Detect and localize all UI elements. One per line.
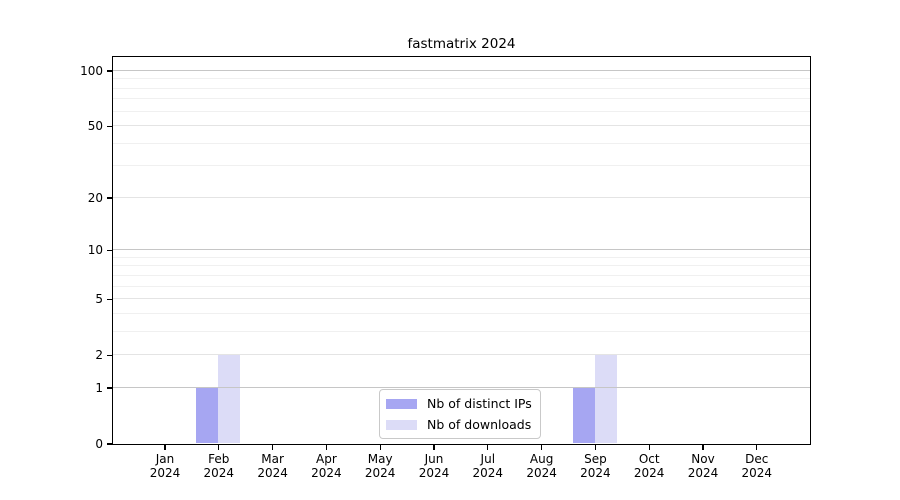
legend-swatch-distinct-ips: [386, 398, 417, 409]
legend-label-distinct-ips: Nb of distinct IPs: [427, 396, 532, 411]
legend-label-downloads: Nb of downloads: [427, 417, 532, 432]
y-gridline: [113, 125, 810, 127]
y-gridline: [113, 69, 810, 71]
x-tick: [594, 445, 597, 450]
x-tick: [541, 445, 543, 450]
y-gridline: [113, 196, 810, 198]
bar-downloads: [218, 354, 241, 443]
y-tick-label: 1: [95, 381, 103, 395]
y-gridline: [113, 87, 810, 89]
y-tick-label: 50: [87, 119, 103, 134]
y-tick: [107, 197, 112, 199]
y-tick: [107, 125, 112, 127]
y-tick-label: 0: [95, 437, 103, 452]
legend-swatch-downloads: [386, 419, 417, 430]
x-tick: [218, 445, 220, 450]
y-tick-label: 20: [87, 190, 103, 205]
y-gridline: [113, 387, 810, 388]
y-tick-label: 100: [80, 63, 103, 78]
x-tick: [487, 445, 489, 450]
y-gridline: [113, 98, 810, 100]
y-gridline: [113, 354, 810, 356]
x-tick: [379, 445, 381, 450]
x-tick: [756, 445, 758, 450]
y-gridline: [113, 274, 810, 276]
y-tick: [107, 249, 112, 251]
x-tick: [433, 445, 435, 450]
x-tick-label: Feb 2024: [203, 452, 235, 480]
x-tick: [325, 445, 328, 450]
y-tick: [107, 354, 112, 356]
x-tick-label: Nov 2024: [687, 452, 719, 480]
x-tick-label: Jun 2024: [418, 452, 450, 480]
x-tick: [702, 445, 704, 450]
x-tick-label: May 2024: [364, 452, 396, 480]
y-tick: [107, 298, 112, 300]
legend-item-distinct-ips: Nb of distinct IPs: [386, 395, 532, 412]
y-gridline: [113, 78, 810, 80]
y-tick-label: 2: [95, 348, 103, 363]
y-gridline: [113, 142, 810, 144]
y-gridline: [113, 256, 810, 258]
bar-distinct-ips: [196, 387, 219, 443]
y-tick: [107, 387, 112, 389]
y-gridline: [113, 298, 810, 300]
y-tick-label: 10: [87, 243, 103, 258]
x-tick: [272, 445, 274, 450]
y-gridline: [113, 165, 810, 167]
y-gridline: [113, 330, 810, 332]
x-tick-label: Dec 2024: [741, 452, 773, 480]
x-tick-label: Jul 2024: [472, 452, 504, 480]
legend: Nb of distinct IPs Nb of downloads: [379, 389, 541, 439]
x-tick-label: Aug 2024: [526, 452, 557, 480]
x-tick-label: Apr 2024: [311, 452, 342, 480]
x-tick-label: Oct 2024: [633, 452, 665, 480]
chart-title: fastmatrix 2024: [407, 36, 516, 52]
y-gridline: [113, 249, 810, 251]
y-tick: [107, 70, 112, 72]
x-tick: [164, 445, 166, 450]
bar-distinct-ips: [572, 387, 595, 443]
x-tick-label: Sep 2024: [580, 452, 611, 480]
y-gridline: [113, 312, 810, 314]
bar-downloads: [594, 354, 617, 443]
plot-area: [112, 56, 811, 445]
y-gridline: [113, 110, 810, 112]
legend-item-downloads: Nb of downloads: [386, 416, 532, 433]
y-gridline: [113, 285, 810, 287]
y-gridline: [113, 265, 810, 267]
y-tick-label: 5: [95, 292, 103, 307]
x-tick: [648, 445, 650, 450]
y-tick: [107, 443, 112, 445]
x-tick-label: Jan 2024: [149, 452, 181, 480]
x-tick-label: Mar 2024: [257, 452, 288, 480]
